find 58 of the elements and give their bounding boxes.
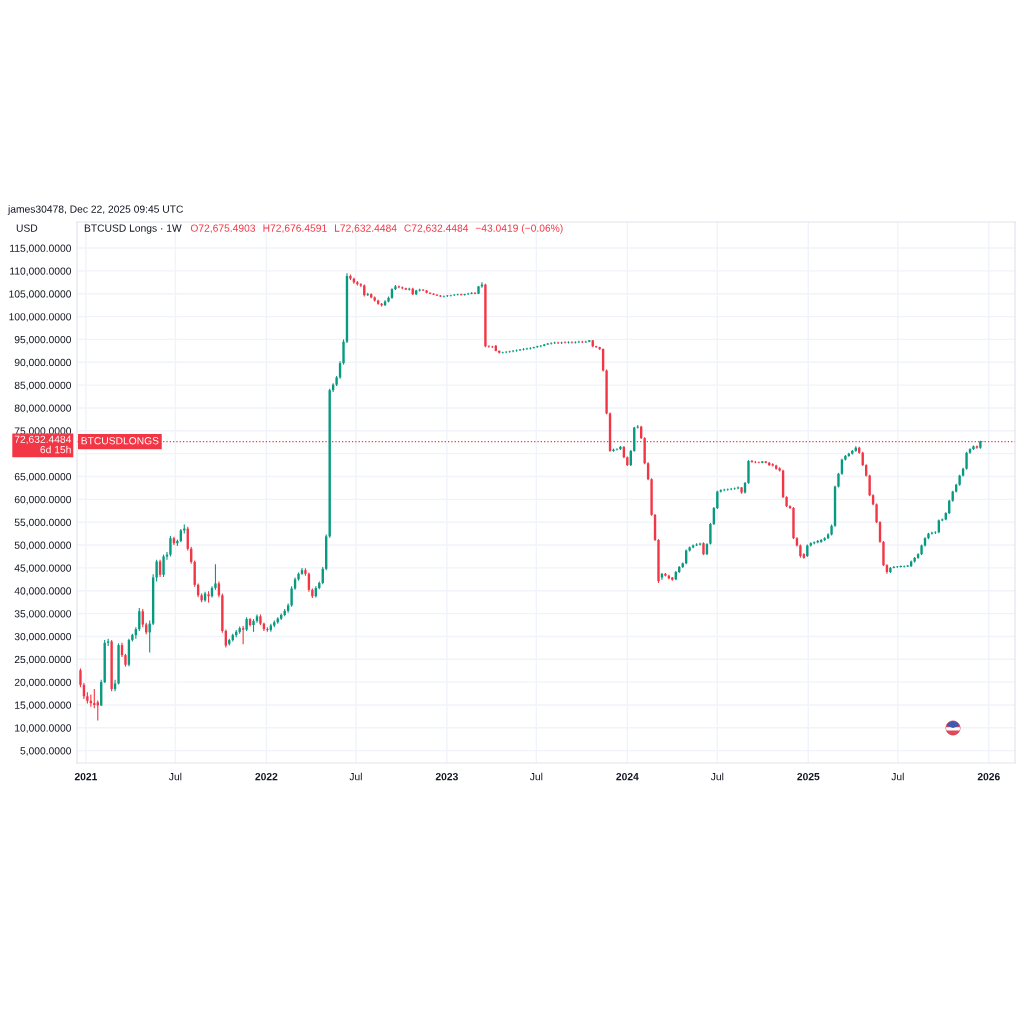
annotation: O72,675.4903	[190, 224, 256, 233]
candlestick	[792, 506, 795, 540]
candlestick	[747, 459, 750, 485]
candlestick	[169, 535, 172, 558]
ref-line-label: 72,632.4484 6d 15h	[14, 435, 72, 454]
y-tick-label: 85,000.0000	[14, 381, 72, 391]
annotation: BTCUSDLONGS	[81, 437, 159, 445]
y-tick-label: 25,000.0000	[14, 655, 72, 665]
y-tick-label: 10,000.0000	[15, 724, 72, 733]
y-tick-label: 90,000.0000	[14, 358, 72, 368]
y-tick-label: 110,000.0000	[10, 267, 72, 276]
y-tick-label: 60,000.0000	[14, 495, 72, 505]
candlestick	[252, 618, 255, 633]
y-tick-label: 115,000.0000	[10, 244, 72, 254]
y-tick-label: 80,000.0000	[14, 404, 72, 414]
x-tick-label: 2026	[977, 772, 1000, 781]
candlestick	[612, 448, 615, 453]
x-tick-label: Jul	[529, 772, 543, 781]
x-tick-label: 2024	[616, 772, 639, 781]
candlestick	[93, 688, 96, 709]
candlestick	[141, 608, 144, 628]
text: james30478, Dec 22, 2025 09:45 UTC	[7, 205, 184, 215]
y-tick-label: 100,000.0000	[9, 313, 72, 322]
annotation: −43.0419 (−0.06%)	[475, 224, 563, 234]
y-tick-label: 50,000.0000	[14, 541, 72, 551]
x-tick-label: Jul	[168, 772, 182, 781]
y-tick-label: 75,000.0000	[14, 427, 72, 436]
candlestick	[927, 532, 930, 540]
y-tick-label: 55,000.0000	[14, 518, 72, 528]
x-tick-label: Jul	[710, 772, 724, 781]
annotation: H72,676.4591	[263, 224, 327, 233]
candlestick	[975, 444, 979, 450]
x-tick-label: 2023	[435, 772, 458, 781]
y-tick-label: 40,000.0000	[14, 587, 72, 596]
y-tick-label: 95,000.0000	[14, 335, 72, 345]
y-tick-label: 5,000.0000	[20, 747, 72, 756]
y-tick-label: 15,000.0000	[15, 701, 72, 711]
candlestick	[477, 285, 480, 295]
y-tick-label: 45,000.0000	[14, 564, 72, 573]
candlestick	[702, 541, 705, 556]
y-axis-title: USD	[16, 224, 38, 232]
candlestick	[207, 590, 210, 604]
annotation: L72,632.4484	[334, 224, 397, 233]
y-tick-label: 20,000.0000	[14, 678, 72, 688]
x-tick-label: 2022	[255, 772, 278, 781]
y-tick-label: 30,000.0000	[14, 632, 72, 642]
candlestick	[435, 293, 439, 297]
candlestick	[162, 554, 165, 578]
chart-title: BTCUSD Longs · 1W	[84, 224, 182, 234]
x-tick-label: Jul	[891, 772, 904, 781]
y-tick-label: 35,000.0000	[14, 610, 72, 619]
y-tick-label: 105,000.0000	[9, 290, 72, 299]
y-tick-label: 65,000.0000	[14, 473, 72, 482]
x-tick-label: 2021	[74, 772, 98, 781]
x-tick-label: 2025	[797, 772, 820, 781]
candlestick	[432, 292, 435, 296]
x-tick-label: Jul	[349, 772, 362, 781]
annotation: C72,632.4484	[404, 224, 469, 233]
